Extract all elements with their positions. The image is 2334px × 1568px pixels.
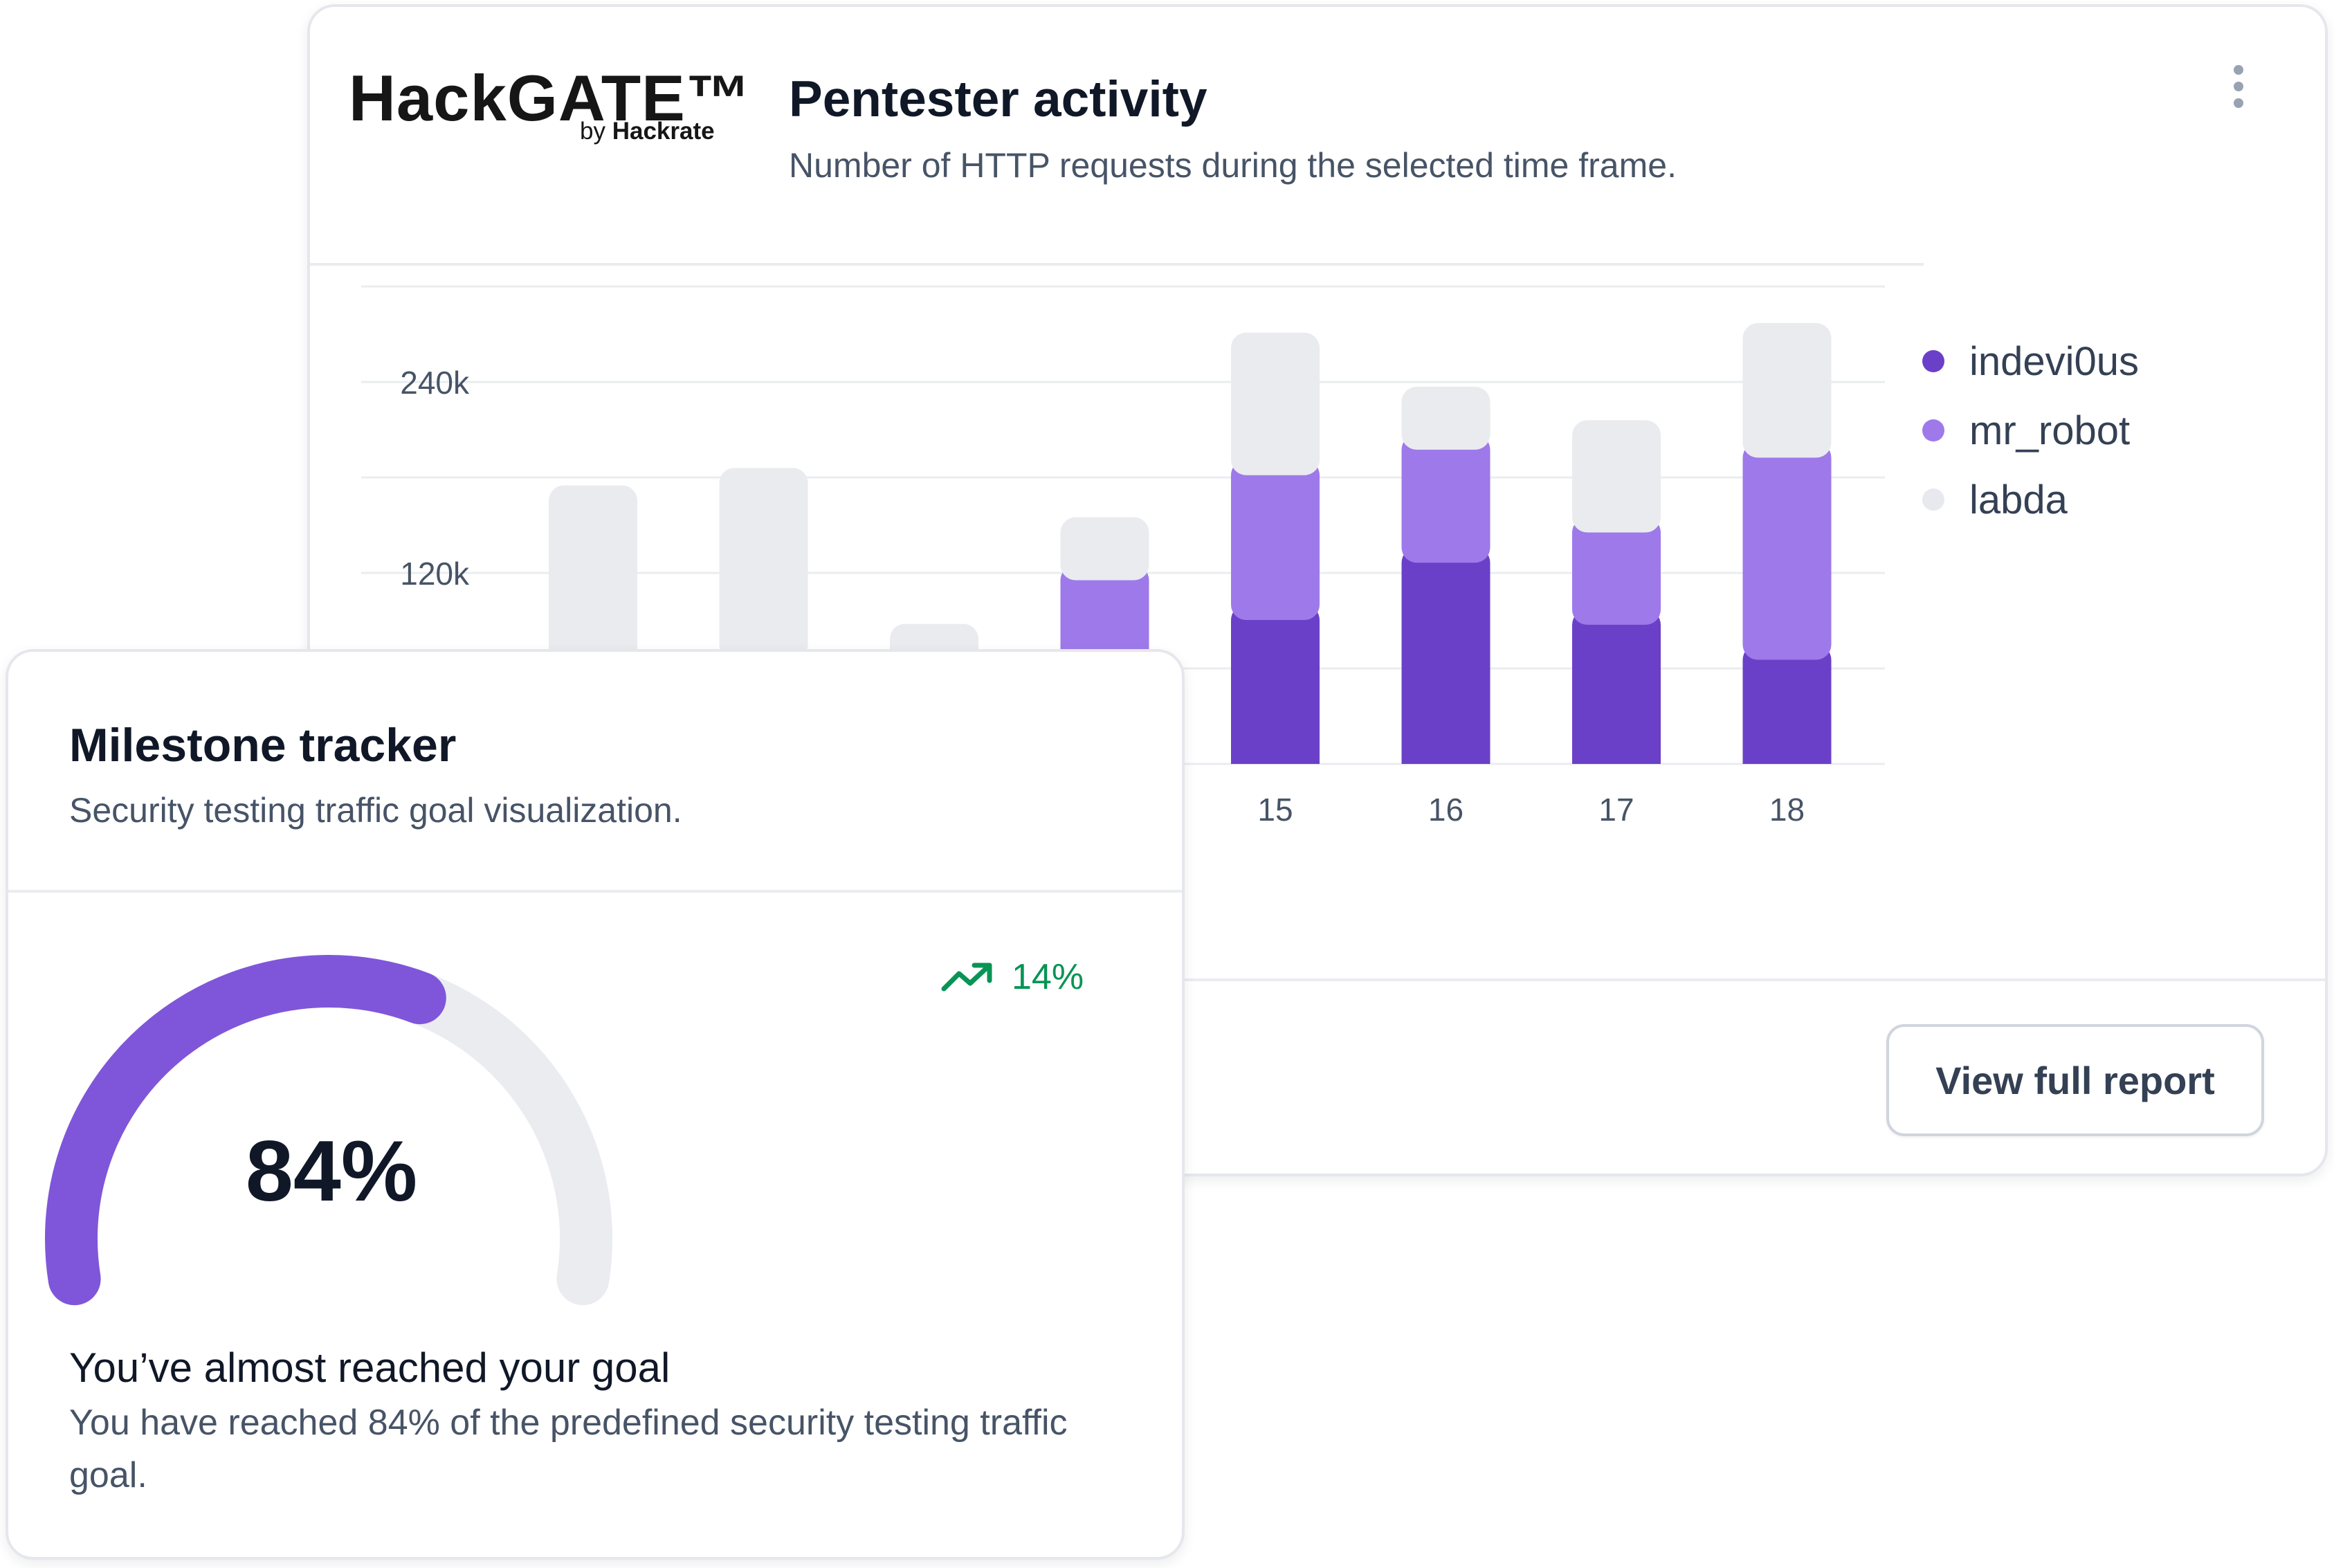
- legend-dot: [1922, 350, 1944, 372]
- goal-description: You have reached 84% of the predefined s…: [69, 1403, 1068, 1495]
- bar-segment-labda: [1572, 420, 1661, 533]
- view-full-report-button[interactable]: View full report: [1886, 1024, 2264, 1136]
- x-tick-label: 16: [1428, 792, 1464, 828]
- x-tick-label: 15: [1257, 792, 1293, 828]
- milestone-tracker-card: Milestone tracker Security testing traff…: [6, 649, 1185, 1560]
- legend-dot: [1922, 419, 1944, 441]
- bar-segment-labda: [1060, 517, 1149, 581]
- legend-item: labda: [1922, 465, 2139, 534]
- trend-badge: 14%: [941, 956, 1084, 998]
- bar-segment-labda: [1742, 322, 1832, 458]
- byline-brand: Hackrate: [612, 118, 715, 145]
- bar-segment-indevi0us: [1401, 547, 1490, 764]
- hackgate-logo: HackGATE™: [349, 62, 751, 134]
- legend-label: mr_robot: [1969, 408, 2131, 453]
- y-tick-label: 240k: [400, 365, 470, 401]
- bar-segment-indevi0us: [1742, 644, 1832, 764]
- card-title: Pentester activity: [789, 71, 1207, 127]
- header-divider: [310, 263, 1924, 266]
- trend-value: 14%: [1012, 957, 1084, 997]
- kebab-vertical-icon[interactable]: [2228, 65, 2249, 120]
- bar-segment-labda: [1401, 386, 1490, 450]
- bar-segment-mr_robot: [1231, 459, 1320, 620]
- byline-prefix: by: [580, 118, 605, 145]
- goal-title: You’ve almost reached your goal: [69, 1344, 671, 1391]
- legend-label: labda: [1969, 477, 2068, 522]
- card-subtitle: Security testing traffic goal visualizat…: [69, 791, 682, 830]
- card-title: Milestone tracker: [69, 719, 457, 772]
- legend-item: indevi0us: [1922, 327, 2139, 396]
- card-subtitle: Number of HTTP requests during the selec…: [789, 146, 1677, 185]
- gauge-value: 84%: [245, 1124, 418, 1219]
- header-divider: [8, 890, 1182, 893]
- bar-segment-base: [1401, 749, 1490, 764]
- legend-label: indevi0us: [1969, 338, 2140, 384]
- bar-segment-indevi0us: [1231, 605, 1320, 764]
- bar-segment-base: [1572, 749, 1661, 764]
- bar-segment-indevi0us: [1572, 609, 1661, 764]
- x-tick-label: 17: [1598, 792, 1634, 828]
- bar-segment-mr_robot: [1742, 442, 1832, 660]
- bar-segment-base: [1742, 749, 1832, 764]
- y-tick-label: 120k: [400, 556, 470, 592]
- bar-segment-labda: [1231, 332, 1320, 475]
- bar-segment-labda: [719, 468, 808, 660]
- footer-divider: [310, 978, 2325, 981]
- bar-segment-base: [1231, 749, 1320, 764]
- progress-gauge: [45, 955, 612, 1306]
- x-tick-label: 18: [1769, 792, 1805, 828]
- legend-item: mr_robot: [1922, 396, 2139, 465]
- trend-up-icon: [941, 963, 992, 992]
- legend-dot: [1922, 489, 1944, 511]
- gauge-fill: [45, 955, 446, 1306]
- hackrate-byline: by Hackrate: [580, 118, 715, 145]
- bar-segment-mr_robot: [1401, 434, 1490, 563]
- bar-segment-mr_robot: [1572, 517, 1661, 625]
